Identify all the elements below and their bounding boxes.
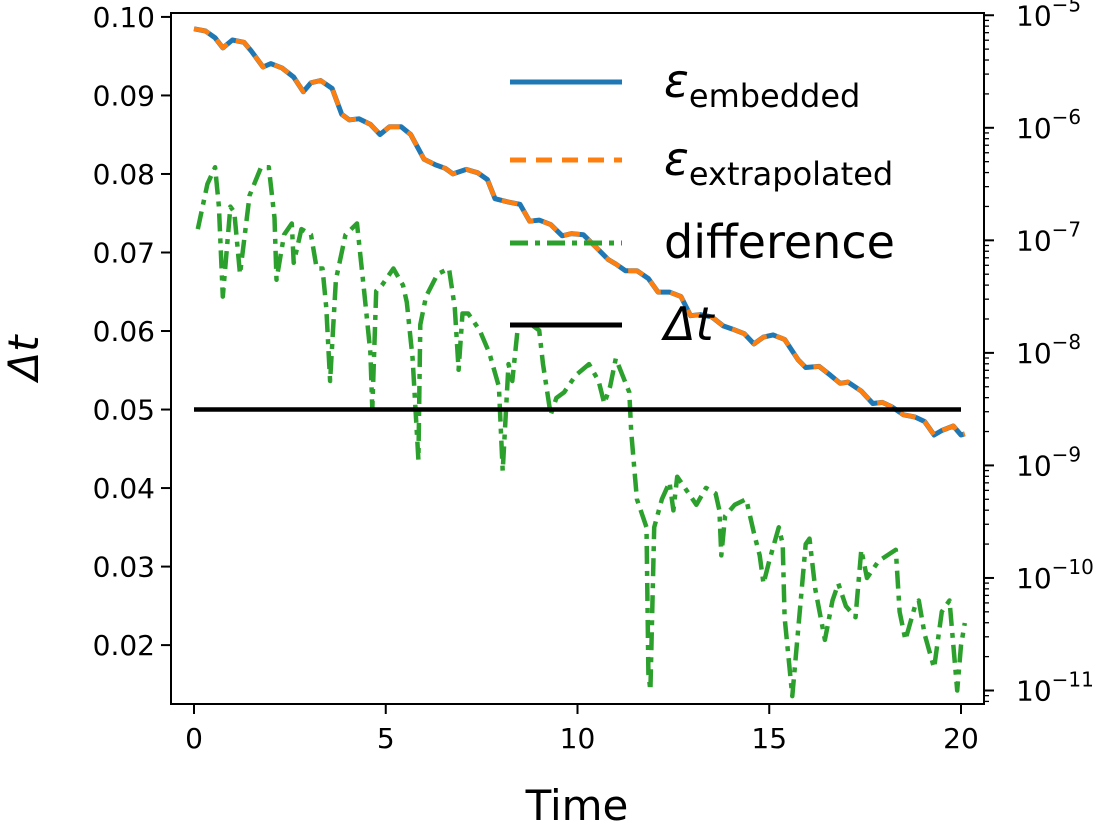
y-tick-label: 0.10 xyxy=(93,1,155,34)
y2-tick-label: 10−6 xyxy=(1016,105,1081,145)
legend-label-1: εembedded xyxy=(664,54,860,115)
y-tick-label: 0.05 xyxy=(93,394,155,427)
x-tick-label: 0 xyxy=(185,722,203,755)
legend-symbol: Δt xyxy=(661,297,715,351)
y-tick-label: 0.02 xyxy=(93,629,155,662)
y2-ticks: 10−11 10−10 10−9 10−8 10−7 10−6 10−5 xyxy=(984,0,1094,707)
legend-label-4: Δt xyxy=(661,297,715,351)
y-tick-label: 0.09 xyxy=(93,79,155,112)
x-tick-label: 10 xyxy=(560,722,596,755)
y-ticks: 0.02 0.03 0.04 0.05 0.06 0.07 0.08 0.09 0.10 xyxy=(93,1,171,662)
y-tick-label: 0.06 xyxy=(93,315,155,348)
y-tick-label: 0.08 xyxy=(93,158,155,191)
plot-frame xyxy=(170,12,985,705)
x-axis-label: Time xyxy=(525,781,629,830)
y2-tick-label: 10−9 xyxy=(1016,442,1081,482)
y2-tick-label: 10−5 xyxy=(1016,0,1081,32)
y-tick-label: 0.03 xyxy=(93,551,155,584)
legend-symbol: ε xyxy=(664,132,689,186)
series-line-2 xyxy=(193,26,966,438)
y-axis-label: Δt xyxy=(0,334,48,384)
x-tick-label: 15 xyxy=(751,722,787,755)
y2-tick-label: 10−10 xyxy=(1016,555,1094,595)
legend-subscript: embedded xyxy=(689,77,860,115)
y2-tick-label: 10−8 xyxy=(1016,330,1081,370)
x-ticks: 0 5 10 15 20 xyxy=(185,704,979,755)
y-tick-label: 0.04 xyxy=(93,472,155,505)
legend-symbol: ε xyxy=(664,54,689,108)
series-layer xyxy=(193,26,968,699)
legend-text: difference xyxy=(664,215,895,269)
y2-tick-label: 10−7 xyxy=(1016,217,1081,257)
y2-tick-label: 10−11 xyxy=(1016,667,1094,707)
y-tick-label: 0.07 xyxy=(93,236,155,269)
legend-subscript: extrapolated xyxy=(689,155,893,193)
legend-label-3: difference xyxy=(664,215,895,269)
x-tick-label: 5 xyxy=(377,722,395,755)
series-line-3 xyxy=(195,164,968,699)
legend-label-2: εextrapolated xyxy=(664,132,893,193)
x-tick-label: 20 xyxy=(943,722,979,755)
